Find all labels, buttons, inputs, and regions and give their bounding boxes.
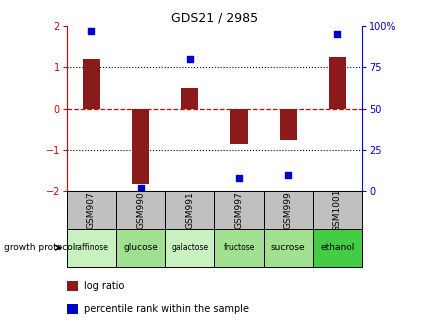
Text: growth protocol: growth protocol bbox=[4, 243, 76, 252]
Bar bbox=[230, 109, 247, 144]
Text: log ratio: log ratio bbox=[84, 281, 124, 291]
Text: fructose: fructose bbox=[223, 243, 254, 252]
Bar bbox=[279, 109, 296, 140]
Text: GSM1001: GSM1001 bbox=[332, 188, 341, 232]
Point bbox=[333, 32, 340, 37]
Text: percentile rank within the sample: percentile rank within the sample bbox=[84, 304, 249, 314]
Bar bbox=[83, 59, 100, 109]
Title: GDS21 / 2985: GDS21 / 2985 bbox=[170, 12, 258, 25]
Bar bbox=[312, 229, 361, 267]
Text: GSM997: GSM997 bbox=[234, 191, 243, 229]
Bar bbox=[165, 191, 214, 229]
Bar bbox=[263, 229, 312, 267]
Text: GSM991: GSM991 bbox=[185, 191, 194, 229]
Bar bbox=[263, 191, 312, 229]
Text: sucrose: sucrose bbox=[270, 243, 305, 252]
Bar bbox=[312, 191, 361, 229]
Bar bbox=[67, 229, 116, 267]
Bar bbox=[116, 191, 165, 229]
Point bbox=[88, 28, 95, 34]
Bar bbox=[132, 109, 149, 184]
Point bbox=[137, 185, 144, 191]
Text: raffinose: raffinose bbox=[74, 243, 108, 252]
Text: GSM990: GSM990 bbox=[136, 191, 145, 229]
Bar bbox=[181, 88, 198, 109]
Bar bbox=[116, 229, 165, 267]
Bar bbox=[214, 229, 263, 267]
Text: GSM907: GSM907 bbox=[87, 191, 96, 229]
Text: glucose: glucose bbox=[123, 243, 158, 252]
Point bbox=[284, 172, 291, 177]
Text: galactose: galactose bbox=[171, 243, 208, 252]
Point bbox=[186, 57, 193, 62]
Text: GSM999: GSM999 bbox=[283, 191, 292, 229]
Bar bbox=[214, 191, 263, 229]
Bar bbox=[165, 229, 214, 267]
Bar bbox=[328, 57, 345, 109]
Bar bbox=[67, 191, 116, 229]
Point bbox=[235, 176, 242, 181]
Text: ethanol: ethanol bbox=[319, 243, 354, 252]
